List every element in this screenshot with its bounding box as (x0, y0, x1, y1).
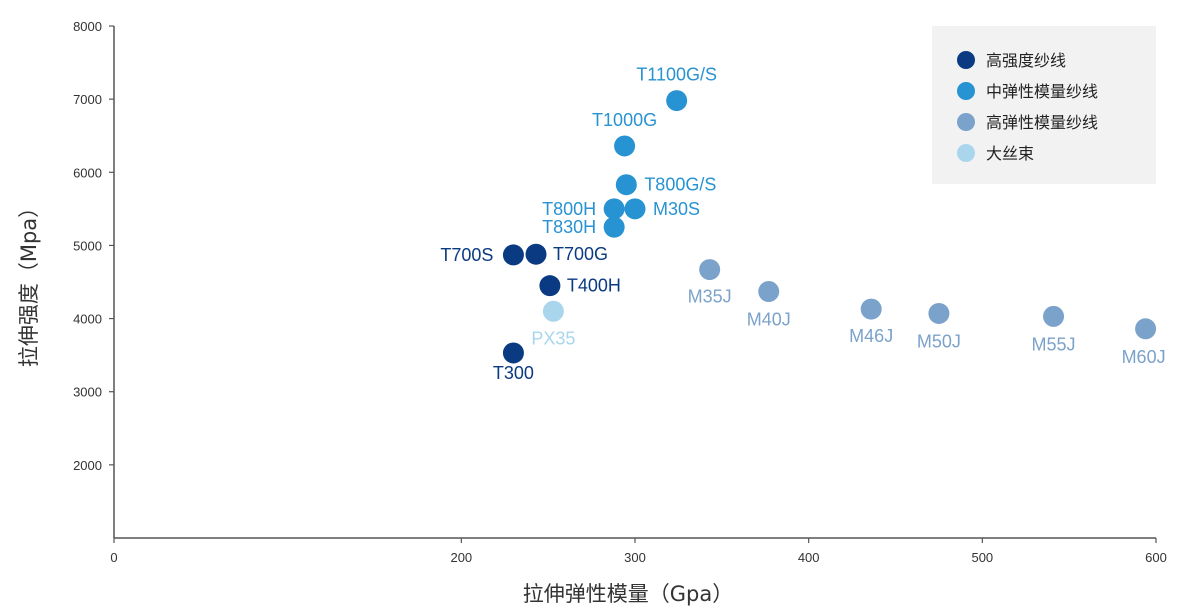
point-label-t700s: T700S (440, 245, 493, 265)
y-tick-label-7000: 7000 (73, 92, 102, 107)
y-tick-label-8000: 8000 (73, 19, 102, 34)
point-m35j (699, 259, 721, 281)
point-label-m60j: M60J (1122, 347, 1166, 367)
x-tick-label-0: 0 (110, 550, 117, 565)
point-px35 (542, 300, 564, 322)
axis-ticks: 0 200 300 400 500 600 2000 3000 4000 5000 6000 7000… (73, 19, 1167, 565)
point-m46j (860, 298, 882, 320)
point-t700s (502, 244, 524, 266)
point-label-t1000g: T1000G (592, 110, 657, 130)
x-tick-label-600: 600 (1145, 550, 1167, 565)
point-label-m50j: M50J (917, 331, 961, 351)
point-t830h (603, 216, 625, 238)
point-label-px35: PX35 (531, 328, 575, 348)
point-label-t800h: T800H (542, 199, 596, 219)
point-m40j (758, 281, 780, 303)
point-t800g-s (615, 174, 637, 196)
y-tick-label-2000: 2000 (73, 458, 102, 473)
point-t700g (525, 243, 547, 265)
point-t1100g-s (666, 90, 688, 112)
point-m30s (624, 198, 646, 220)
point-m60j (1135, 318, 1157, 340)
point-label-t700g: T700G (553, 244, 608, 264)
point-t300 (502, 342, 524, 364)
point-t400h (539, 275, 561, 297)
point-label-m55j: M55J (1032, 334, 1076, 354)
legend-entry-2: 高弹性模量纱线 (986, 113, 1098, 132)
legend-marker-3 (957, 144, 975, 162)
x-tick-label-200: 200 (450, 550, 472, 565)
point-m50j (928, 302, 950, 324)
y-tick-label-3000: 3000 (73, 385, 102, 400)
point-t1000g (614, 135, 636, 157)
point-label-t800g-s: T800G/S (644, 175, 716, 195)
y-axis-title: 拉伸强度（Mpa） (17, 197, 41, 367)
x-axis-title: 拉伸弹性模量（Gpa） (523, 582, 733, 606)
x-tick-label-300: 300 (624, 550, 646, 565)
point-label-t1100g-s: T1100G/S (636, 65, 717, 85)
point-t800h (603, 198, 625, 220)
point-label-m30s: M30S (653, 199, 700, 219)
legend-entry-3: 大丝束 (986, 144, 1034, 163)
point-label-t830h: T830H (542, 217, 596, 237)
point-m55j (1043, 305, 1065, 327)
point-label-t300: T300 (493, 363, 534, 383)
x-tick-label-500: 500 (971, 550, 993, 565)
y-tick-label-4000: 4000 (73, 312, 102, 327)
data-points (502, 90, 1157, 364)
legend-entry-0: 高强度纱线 (986, 51, 1066, 70)
point-label-m46j: M46J (849, 326, 893, 346)
point-label-t400h: T400H (567, 276, 621, 296)
point-label-m35j: M35J (688, 287, 732, 307)
y-tick-label-5000: 5000 (73, 238, 102, 253)
x-tick-label-400: 400 (798, 550, 820, 565)
legend-marker-2 (957, 113, 975, 131)
legend-marker-0 (957, 51, 975, 69)
legend-marker-1 (957, 82, 975, 100)
y-tick-label-6000: 6000 (73, 165, 102, 180)
legend-entry-1: 中弹性模量纱线 (986, 82, 1098, 101)
point-label-m40j: M40J (747, 310, 791, 330)
